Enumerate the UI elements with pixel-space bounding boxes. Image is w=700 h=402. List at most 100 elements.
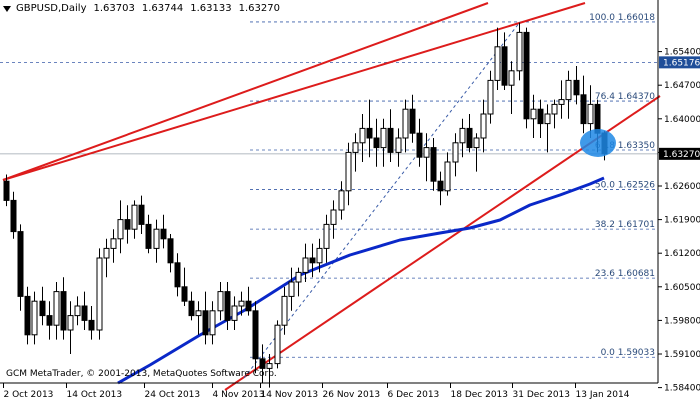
bull-candle-body [110,238,117,249]
bear-candle-body [160,228,167,240]
date-tick-label: 26 Nov 2013 [323,390,381,400]
channel-line-top[interactable] [2,2,586,181]
candle [409,94,416,143]
price-tick-label: 1.65400 [664,48,700,58]
bull-candle-body [530,108,537,120]
bear-candle-body [501,46,508,86]
candle [551,99,558,129]
candle [473,133,480,172]
candle [288,267,295,311]
price-tick-label: 1.59800 [664,316,700,326]
candle [580,75,587,134]
bull-candle-body [516,31,523,72]
bull-candle-body [338,190,345,211]
price-tick-label: 1.59100 [664,350,700,360]
symbol-timeframe: GBPUSD,Daily [16,3,87,14]
price-tick-label: 1.64700 [664,81,700,91]
bear-candle-body [167,238,174,264]
bear-candle-body [580,94,587,125]
bear-candle-body [17,231,24,297]
candle [459,118,466,158]
bull-candle-body [480,113,487,139]
price-marker-box [659,56,700,69]
candle [316,238,323,273]
bull-candle-body [473,137,480,149]
bear-candle-body [309,257,316,264]
bull-candle-body [281,295,288,326]
upper-channel-line[interactable] [2,2,489,181]
candle [124,205,131,244]
bear-candle-body [88,319,95,331]
candle [245,286,252,316]
date-tick-label: 14 Nov 2013 [261,390,319,400]
bear-candle-body [202,310,209,336]
candle [209,301,216,345]
bull-candle-body [345,151,352,192]
candle [266,354,273,388]
bull-candle-body [131,204,138,230]
close-price: 1.63270 [238,3,280,14]
dropdown-triangle-icon[interactable] [3,5,11,12]
candle [558,80,565,119]
date-tick-label: 24 Oct 2013 [145,390,201,400]
candle [88,306,95,340]
bull-candle-body [153,228,160,249]
highlight-circle [580,129,616,157]
bull-candle-body [487,79,494,115]
bear-candle-body [409,108,416,134]
bear-candle-body [373,137,380,149]
price-tick-label: 1.61200 [664,249,700,259]
bear-candle-body [523,31,530,120]
candle [359,114,366,162]
candle [252,301,259,374]
bull-candle-body [274,324,281,365]
candle [437,171,444,206]
bear-candle-body [24,295,31,336]
price-tick-label: 1.62600 [664,182,700,192]
bull-candle-body [359,127,366,144]
bear-candle-body [138,204,145,225]
bull-candle-body [103,247,110,259]
bull-candle-body [494,46,501,81]
candle [96,248,103,340]
fib-level-label: 100.0 1.66018 [589,13,655,23]
candle [281,286,288,335]
candle [402,99,409,153]
bull-candle-body [302,257,309,273]
date-axis: 2 Oct 2013 14 Oct 2013 24 Oct 2013 4 Nov 20… [3,383,630,400]
candle [160,214,167,249]
fib-level-label: 38.2 1.61701 [595,220,655,230]
candle [231,296,238,330]
bull-candle-body [544,113,551,125]
price-marker: 1.63270 [659,147,700,160]
price-tick-label: 1.60500 [664,283,700,293]
candle [530,94,537,138]
candle [117,200,124,254]
bear-candle-body [416,132,423,158]
bull-candle-body [558,99,565,105]
price-marker-label: 1.65176 [663,58,700,68]
candle [74,296,81,326]
candle [302,243,309,282]
bear-candle-body [259,358,266,369]
bull-candle-body [395,137,402,153]
candles [3,22,608,388]
bull-candle-body [323,223,330,249]
bear-candle-body [181,286,188,302]
candle [153,219,160,263]
bear-candle-body [430,147,437,182]
candle [323,214,330,263]
fib-level-label: 50.0 1.62526 [595,181,655,191]
bull-candle-body [402,108,409,139]
candle [487,70,494,124]
candle [238,291,245,316]
bull-candle-body [423,147,430,158]
candle [508,61,515,114]
chart-header: GBPUSD,Daily 1.63703 1.63744 1.63133 1.6… [3,3,284,14]
open-price: 1.63703 [93,3,135,14]
bear-candle-body [252,310,259,360]
candle [10,191,17,239]
bear-candle-body [224,291,231,321]
candle [466,114,473,153]
